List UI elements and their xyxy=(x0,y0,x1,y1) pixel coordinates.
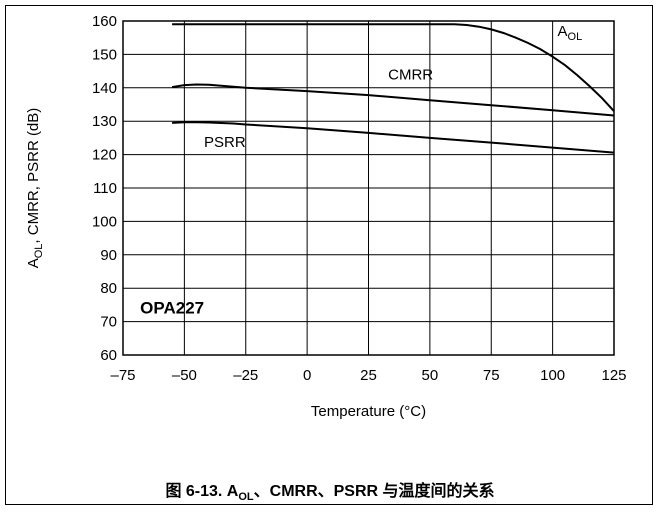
y-label-sub: OL xyxy=(33,244,45,259)
x-tick-label: 100 xyxy=(540,367,565,384)
caption-prefix: 图 6-13. A xyxy=(165,483,239,500)
figure-frame: 60 70 80 90 100 110 120 130 140 150 160 –75 –50 –25 0… xyxy=(5,5,653,505)
y-tick-label: 100 xyxy=(92,213,117,230)
y-label-rest: , CMRR, PSRR (dB) xyxy=(25,108,42,244)
y-tick-label: 110 xyxy=(93,180,117,197)
y-tick-label: 120 xyxy=(92,147,117,164)
series-label-cmrr: CMRR xyxy=(388,66,433,83)
grid xyxy=(123,21,614,355)
y-label-a: A xyxy=(25,258,42,268)
y-tick-label: 90 xyxy=(100,247,117,264)
y-tick-label: 130 xyxy=(92,113,117,130)
plot-border xyxy=(122,20,615,356)
series-label-psrr: PSRR xyxy=(204,134,246,151)
y-tick-label: 80 xyxy=(100,280,117,297)
x-tick-label: 0 xyxy=(303,367,311,384)
x-tick-labels: –75 –50 –25 0 25 50 75 100 125 xyxy=(110,367,626,384)
x-tick-label: –25 xyxy=(233,367,258,384)
series-line-cmrr xyxy=(171,83,615,117)
series-label-aol: AOL xyxy=(558,23,583,43)
aol-label-a: A xyxy=(558,23,568,40)
aol-label-sub: OL xyxy=(568,31,583,43)
y-tick-label: 60 xyxy=(100,347,117,364)
caption-sub: OL xyxy=(238,491,254,504)
caption-suffix: 、CMRR、PSRR 与温度间的关系 xyxy=(253,483,495,500)
y-tick-label: 70 xyxy=(100,314,117,331)
device-annotation: OPA227 xyxy=(140,298,204,317)
figure-caption: 图 6-13. AOL、CMRR、PSRR 与温度间的关系 xyxy=(6,477,654,503)
series-line-a-ol xyxy=(172,23,615,112)
y-tick-label: 150 xyxy=(92,46,117,63)
y-tick-label: 140 xyxy=(92,80,117,97)
y-tick-labels: 60 70 80 90 100 110 120 130 140 150 160 xyxy=(92,13,117,364)
x-tick-label: 125 xyxy=(601,367,626,384)
y-axis-label: AOL, CMRR, PSRR (dB) xyxy=(25,108,45,269)
series-line-psrr xyxy=(172,121,615,154)
x-tick-label: –75 xyxy=(110,367,135,384)
series-group xyxy=(171,23,615,154)
x-tick-label: 75 xyxy=(483,367,500,384)
y-tick-label: 160 xyxy=(92,13,117,30)
x-axis-label: Temperature (°C) xyxy=(311,403,426,420)
line-chart: 60 70 80 90 100 110 120 130 140 150 160 –75 –50 –25 0… xyxy=(25,13,627,420)
x-tick-label: 50 xyxy=(422,367,439,384)
x-tick-label: –50 xyxy=(172,367,197,384)
x-tick-label: 25 xyxy=(360,367,377,384)
